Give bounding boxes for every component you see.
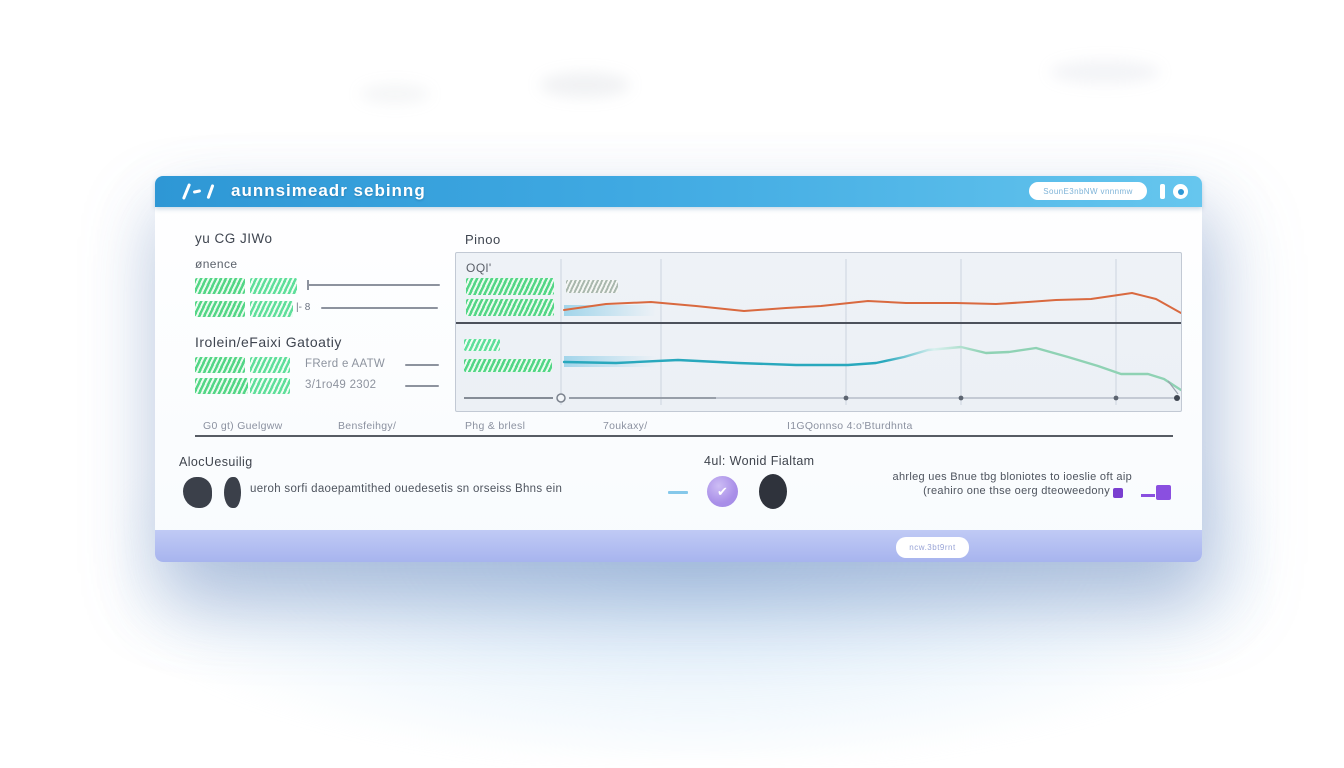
chart-level-bar <box>466 278 554 295</box>
level-meter <box>250 378 290 394</box>
background-smudge <box>360 84 430 104</box>
header-pill-button[interactable]: SounE3nbNW vnnnmw <box>1029 182 1147 200</box>
description-line-1: ahrleg ues Bnue tbg bloniotes to ioeslie… <box>892 471 1132 483</box>
level-meter <box>195 278 245 294</box>
chart-level-bar <box>464 359 552 372</box>
left-panel-section-title: Irolein/eFaixi Gatoatiy <box>195 334 342 350</box>
tab-1[interactable]: G0 gt) Guelgww <box>203 420 283 432</box>
left-panel-title: yu CG JIWo <box>195 231 273 246</box>
level-meter <box>250 357 290 373</box>
record-circle-icon[interactable] <box>1173 184 1188 199</box>
level-meter <box>195 378 248 394</box>
gateway-slider-2[interactable] <box>405 385 439 387</box>
bottom-left-title: AlocUesuilig <box>179 455 253 469</box>
chart-level-bar <box>464 339 500 351</box>
meter-label: FRerd e AATW <box>305 358 386 370</box>
purple-handle-large[interactable] <box>1156 485 1171 500</box>
purple-handle-small[interactable] <box>1113 488 1123 498</box>
chart-level-bar <box>466 299 554 316</box>
purple-slider-track <box>1141 494 1155 497</box>
check-icon: ✔ <box>717 484 728 499</box>
level-meter <box>195 357 245 373</box>
chart-title: Pinoo <box>465 232 501 247</box>
window-title: aunnsimeadr sebinng <box>231 181 426 200</box>
level-meter <box>250 301 293 317</box>
tab-4[interactable]: 7oukaxy/ <box>603 420 648 432</box>
gateway-slider-1[interactable] <box>405 364 439 366</box>
tab-5[interactable]: I1GQonnso 4:o'Bturdhnta <box>787 420 913 432</box>
toggle-knob-oval[interactable] <box>759 474 787 509</box>
chart-level-bar-light <box>566 280 618 293</box>
bottom-right-description: ahrleg ues Bnue tbg bloniotes to ioeslie… <box>810 470 1132 498</box>
bottom-right-title: 4ul: Wonid Fialtam <box>704 454 815 468</box>
chart-panel: OQl' <box>455 252 1182 412</box>
mini-slider-dash[interactable] <box>668 491 688 494</box>
level-meter <box>250 278 297 294</box>
section-divider <box>195 435 1173 437</box>
toggle-knob-half[interactable] <box>224 477 241 508</box>
meter-label: 3/1ro49 2302 <box>305 379 377 391</box>
background-smudge <box>1050 60 1160 84</box>
toggle-knob-dark[interactable] <box>183 477 212 508</box>
balance-slider-2[interactable] <box>321 307 438 309</box>
footer-bar: ncw.3bt9rnt <box>155 530 1202 562</box>
tab-3[interactable]: Phg & brlesl <box>465 420 526 432</box>
pause-bar-icon[interactable] <box>1160 184 1165 199</box>
balance-slider-1[interactable] <box>307 284 440 286</box>
meter-value: |- 8 <box>296 302 311 313</box>
approve-toggle-button[interactable]: ✔ <box>707 476 738 507</box>
settings-window: aunnsimeadr sebinng SounE3nbNW vnnnmw yu… <box>155 176 1202 562</box>
chart-corner-label: OQl' <box>466 261 492 275</box>
tab-2[interactable]: Bensfeihgy/ <box>338 420 397 432</box>
app-logo-icon <box>177 180 221 203</box>
background-smudge <box>540 72 630 98</box>
description-line-2: (reahiro one thse oerg dteoweedony <box>923 485 1110 497</box>
left-panel-subtitle: ønence <box>195 257 238 271</box>
chart-lines <box>456 259 1181 405</box>
title-bar: aunnsimeadr sebinng SounE3nbNW vnnnmw <box>155 176 1202 207</box>
level-meter <box>195 301 245 317</box>
bottom-left-description: ueroh sorfi daoepamtithed ouedesetis sn … <box>250 483 563 495</box>
chart-slider-handle[interactable] <box>556 393 566 403</box>
footer-action-button[interactable]: ncw.3bt9rnt <box>896 537 969 558</box>
